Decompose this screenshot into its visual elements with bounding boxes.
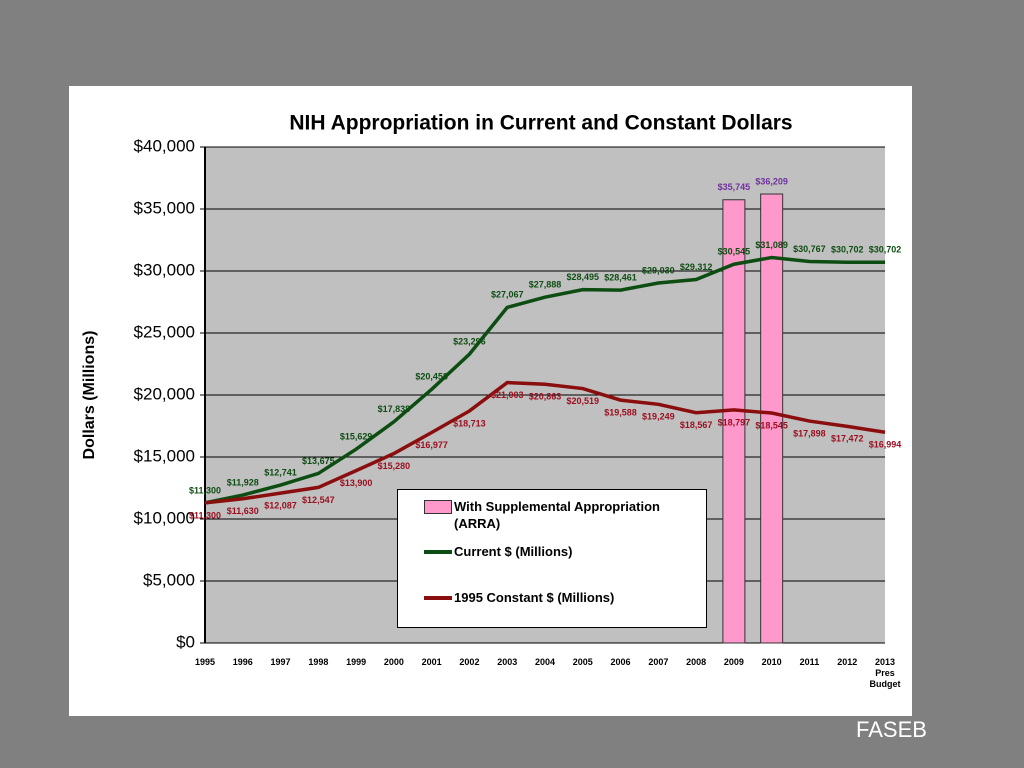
legend-entry: With Supplemental Appropriation (ARRA) <box>398 498 694 532</box>
data-label: $27,067 <box>491 290 524 300</box>
y-tick-label: $15,000 <box>134 446 195 465</box>
data-label: $18,797 <box>718 417 751 427</box>
data-label: $16,977 <box>415 440 448 450</box>
legend-entry: 1995 Constant $ (Millions) <box>398 589 694 606</box>
data-label: $11,630 <box>227 506 259 516</box>
data-label: $30,702 <box>831 245 864 255</box>
data-label: $15,629 <box>340 432 373 442</box>
x-tick-label: 2003 <box>497 657 517 667</box>
data-label: $18,545 <box>755 420 788 430</box>
data-label: $19,588 <box>604 407 637 417</box>
bar <box>760 193 784 644</box>
line <box>204 380 886 505</box>
data-label: $28,495 <box>567 272 600 282</box>
bar <box>722 199 746 644</box>
data-label: $29,312 <box>680 262 713 272</box>
legend-swatch <box>424 500 452 514</box>
x-tick-label: 1997 <box>271 657 291 667</box>
y-tick-label: $20,000 <box>134 384 195 403</box>
data-label: $28,461 <box>604 272 637 282</box>
x-tick-label: 1998 <box>308 657 328 667</box>
data-label: $30,767 <box>793 244 826 254</box>
data-label: $11,928 <box>227 477 259 487</box>
data-label: $30,545 <box>718 247 751 257</box>
legend-entry: Current $ (Millions) <box>398 543 694 560</box>
data-label: $20,863 <box>529 392 562 402</box>
legend-swatch <box>424 596 452 600</box>
x-tick-label: 2010 <box>762 657 782 667</box>
y-tick-label: $5,000 <box>143 570 195 589</box>
data-label: $12,087 <box>264 500 297 510</box>
x-tick-label: 2013 Pres Budget <box>870 657 901 689</box>
y-tick-label: $40,000 <box>134 136 195 155</box>
data-label: $27,888 <box>529 280 562 290</box>
data-label: $13,900 <box>340 478 373 488</box>
data-label: $11,300 <box>189 485 221 495</box>
x-tick-label: 2002 <box>459 657 479 667</box>
data-label: $15,280 <box>378 461 411 471</box>
data-label: $21,003 <box>491 390 524 400</box>
x-tick-label: 2007 <box>648 657 668 667</box>
x-tick-label: 1995 <box>195 657 215 667</box>
data-label: $17,472 <box>831 434 864 444</box>
legend-label: With Supplemental Appropriation (ARRA) <box>454 499 660 531</box>
data-label: $16,994 <box>869 440 902 450</box>
y-tick-label: $25,000 <box>134 322 195 341</box>
x-tick-label: 2004 <box>535 657 555 667</box>
x-tick-label: 2012 <box>837 657 857 667</box>
data-label: $12,547 <box>302 495 335 505</box>
legend-swatch <box>424 550 452 554</box>
x-tick-label: 2011 <box>800 657 820 667</box>
chart-title: NIH Appropriation in Current and Constan… <box>289 112 792 135</box>
data-label: $20,519 <box>567 396 600 406</box>
legend-label: 1995 Constant $ (Millions) <box>454 590 615 605</box>
line <box>204 255 885 505</box>
data-label: $29,030 <box>642 265 675 275</box>
data-label: $13,675 <box>302 456 335 466</box>
data-label: $18,713 <box>453 418 486 428</box>
footer: FASEB <box>856 717 927 742</box>
x-tick-label: 2001 <box>422 657 442 667</box>
x-tick-label: 1996 <box>233 657 253 667</box>
y-tick-label: $30,000 <box>134 260 195 279</box>
data-label: $18,567 <box>680 420 713 430</box>
x-tick-label: 2000 <box>384 657 404 667</box>
y-axis-label: Dollars (Millions) <box>81 331 98 460</box>
legend-label: Current $ (Millions) <box>454 544 573 559</box>
data-label: $11,300 <box>189 510 221 520</box>
y-tick-label: $10,000 <box>134 508 195 527</box>
data-label: $17,838 <box>378 404 411 414</box>
data-label: $35,745 <box>718 182 751 192</box>
legend: With Supplemental Appropriation (ARRA) Cu… <box>397 489 707 628</box>
data-label: $12,741 <box>264 467 297 477</box>
x-tick-label: 2005 <box>573 657 593 667</box>
y-tick-label: $35,000 <box>134 198 195 217</box>
y-tick-label: $0 <box>176 632 195 651</box>
data-label: $20,458 <box>415 372 448 382</box>
x-tick-label: 2009 <box>724 657 744 667</box>
data-label: $31,089 <box>755 240 788 250</box>
data-label: $36,209 <box>755 176 788 186</box>
data-label: $30,702 <box>869 245 902 255</box>
data-label: $17,898 <box>793 428 826 438</box>
data-label: $19,249 <box>642 412 675 422</box>
x-tick-label: 2006 <box>611 657 631 667</box>
x-tick-label: 1999 <box>346 657 366 667</box>
data-label: $23,296 <box>453 337 486 347</box>
x-tick-label: 2008 <box>686 657 706 667</box>
